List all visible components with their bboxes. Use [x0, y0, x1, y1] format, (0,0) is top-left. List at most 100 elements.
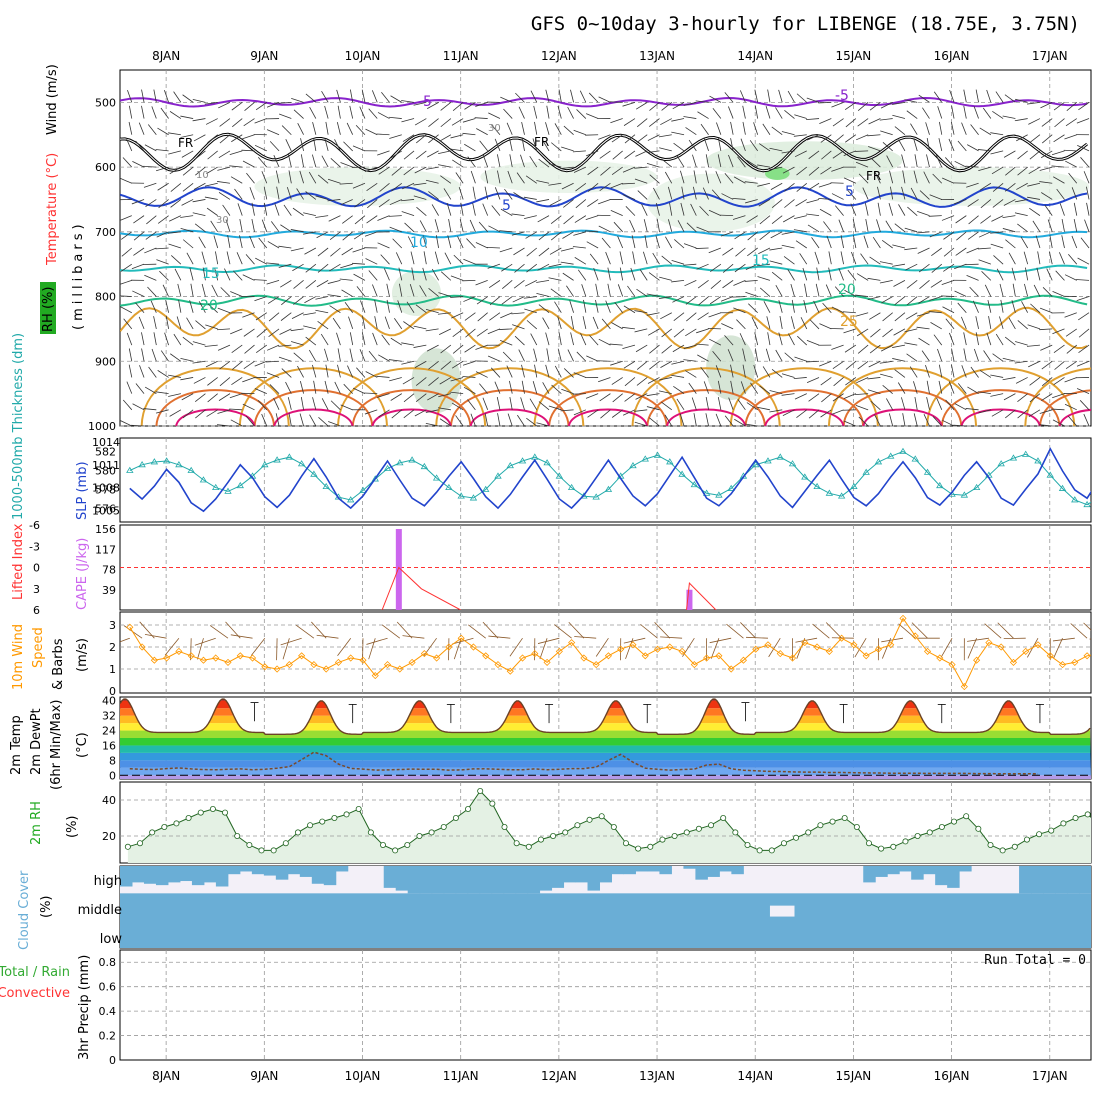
upper-barb-1339 — [892, 358, 906, 362]
upper-barb-49 — [146, 215, 157, 225]
thickness-point-21 — [383, 464, 392, 471]
upper-barb-837 — [599, 393, 611, 402]
upper-barb-223 — [242, 312, 255, 318]
upper-barb-675 — [521, 138, 525, 151]
upper-barb-1547 — [1017, 320, 1028, 330]
upper-barb-1291 — [869, 256, 881, 265]
bottom-date-10JAN: 10JAN — [345, 1069, 381, 1083]
upper-barb-1227 — [840, 235, 844, 249]
upper-barb-196 — [237, 203, 243, 216]
upper-barb-54 — [147, 286, 157, 297]
upper-barb-1646 — [1084, 219, 1090, 232]
upper-barb-1310 — [885, 220, 894, 233]
upper-barb-360 — [334, 139, 341, 152]
upper-barb-1565 — [1036, 267, 1041, 281]
upper-barb-452 — [383, 268, 390, 281]
upper-barb-1020 — [709, 296, 722, 305]
upper-barb-1325 — [894, 126, 906, 136]
cloud-level-middle: middle — [78, 903, 122, 918]
upper-barb-485 — [402, 134, 415, 142]
wind10m-point-38 — [592, 661, 600, 669]
upper-barb-165 — [207, 393, 218, 403]
upper-barb-707 — [526, 320, 538, 330]
upper-barb-1100 — [759, 231, 771, 241]
upper-barb-334 — [312, 397, 317, 410]
cloud-high-bar-3 — [155, 866, 169, 886]
upper-barb-689 — [521, 364, 525, 378]
cloud-high-bar-9 — [227, 866, 241, 875]
wind10m-barb-58 — [825, 622, 842, 639]
thickness-point-18 — [347, 496, 355, 503]
upper-barb-101 — [168, 374, 181, 378]
upper-barb-1051 — [742, 105, 746, 119]
upper-barb-575 — [459, 219, 464, 232]
rh-region-2 — [480, 160, 658, 193]
cloud-level-high: high — [94, 874, 122, 889]
upper-barb-310 — [293, 352, 304, 362]
upper-barb-1419 — [941, 295, 955, 297]
upper-barb-1049 — [724, 415, 734, 426]
rh2m-point-28 — [465, 806, 472, 813]
upper-barb-781 — [573, 166, 587, 173]
rh2m-point-26 — [440, 824, 447, 831]
upper-barb-740 — [548, 182, 562, 186]
upper-barb-1089 — [750, 382, 759, 394]
upper-barb-538 — [425, 308, 439, 314]
upper-barb-1502 — [996, 268, 1004, 281]
wind10m-point-49 — [727, 665, 735, 673]
upper-barb-1071 — [754, 89, 759, 103]
wind10m-barb-21 — [366, 637, 388, 645]
upper-barb-1004 — [700, 366, 709, 378]
upper-barb-145 — [195, 409, 206, 419]
upper-barb-681 — [513, 247, 525, 256]
upper-barb-852 — [617, 284, 624, 297]
upper-barb-319 — [311, 154, 317, 168]
upper-barb-801 — [585, 150, 599, 157]
upper-barb-323 — [303, 231, 316, 235]
upper-barb-116 — [189, 267, 194, 281]
upper-barb-864 — [624, 150, 636, 159]
upper-barb-318 — [313, 138, 317, 151]
upper-contour-labels: -5 -5 FR FR FR 5 5 10 15 15 20 20 25 30 … — [178, 88, 881, 330]
cloud-middle-low — [120, 893, 1091, 948]
upper-barb-861 — [622, 101, 636, 107]
upper-barb-1200 — [821, 150, 832, 160]
upper-barb-434 — [374, 316, 378, 329]
upper-barb-737 — [554, 123, 562, 135]
upper-barb-464 — [389, 134, 402, 139]
upper-barb-886 — [634, 166, 648, 169]
upper-barb-843 — [612, 150, 623, 160]
upper-barb-772 — [567, 349, 574, 362]
upper-barb-1207 — [828, 251, 832, 265]
upper-barb-497 — [403, 321, 415, 330]
upper-barb-698 — [525, 175, 538, 184]
upper-barb-667 — [502, 351, 513, 362]
rh2m-point-58 — [829, 818, 836, 825]
upper-barb-195 — [234, 188, 243, 200]
wind10m-point-69 — [973, 656, 981, 664]
low-loop-2-2 — [371, 408, 452, 426]
slp-side-labels: 1000-500mb Thickness (dm) SLP (mb) — [11, 333, 90, 520]
upper-barb-179 — [224, 268, 231, 281]
upper-barb-704 — [524, 280, 537, 287]
upper-barb-1388 — [939, 121, 943, 135]
upper-barb-180 — [220, 287, 231, 297]
upper-barb-1517 — [1004, 182, 1016, 192]
upper-barb-1527 — [1004, 336, 1016, 346]
upper-barb-277 — [288, 154, 292, 168]
upper-barb-1324 — [892, 114, 906, 119]
upper-barb-140 — [195, 320, 206, 330]
upper-barb-1481 — [981, 270, 992, 281]
upper-barb-948 — [673, 142, 685, 152]
upper-barb-1452 — [967, 144, 979, 152]
upper-barb-1390 — [935, 155, 943, 168]
upper-barb-1537 — [1017, 166, 1028, 176]
upper-barb-1447 — [954, 403, 967, 411]
upper-barb-125 — [192, 425, 194, 426]
upper-barb-870 — [631, 235, 636, 249]
cape-bar-1 — [686, 589, 693, 610]
upper-barb-388 — [340, 263, 353, 269]
wind10m-point-70 — [985, 639, 993, 647]
upper-barb-533 — [434, 219, 439, 232]
upper-barb-154 — [206, 207, 218, 216]
